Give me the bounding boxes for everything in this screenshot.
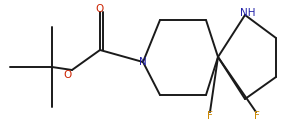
Text: O: O [96,4,104,14]
Text: N: N [139,57,147,67]
Text: F: F [254,111,260,121]
Text: F: F [207,111,213,121]
Text: NH: NH [240,8,256,18]
Text: O: O [64,70,72,80]
